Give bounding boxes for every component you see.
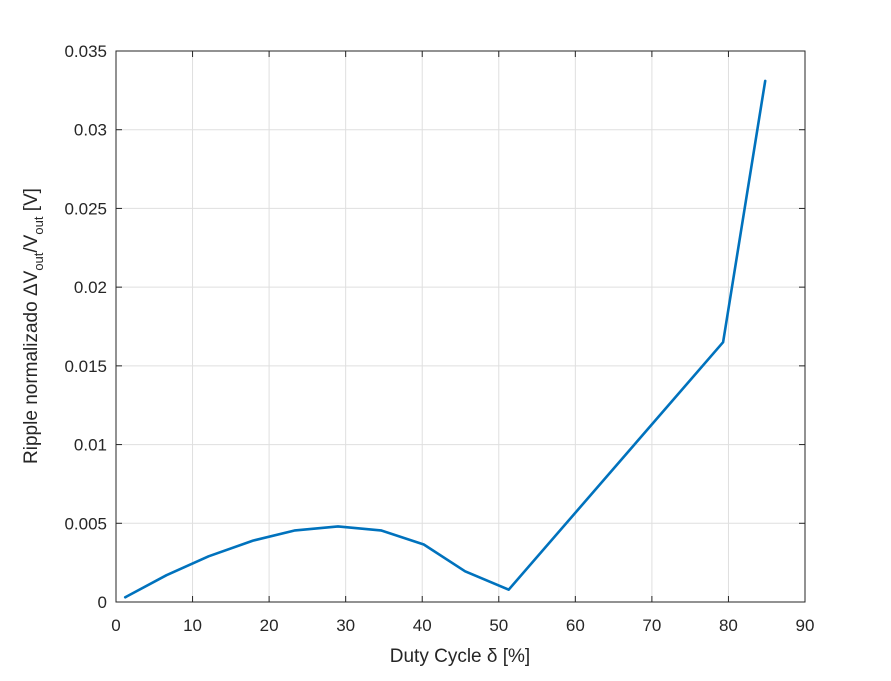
x-tick-label: 30: [336, 616, 355, 635]
y-tick-label: 0.005: [64, 514, 107, 533]
series-layer: [123, 79, 767, 599]
x-tick-label: 10: [183, 616, 202, 635]
plot-background: [116, 51, 805, 602]
y-tick-label: 0.01: [74, 436, 107, 455]
y-tick-label: 0: [98, 593, 107, 612]
plot-frame: [115, 50, 806, 603]
y-axis-label-sub1: out: [31, 252, 46, 270]
x-tick-labels: 0 10 20 30 40 50 60 70 80 90: [111, 616, 814, 635]
x-tick-label: 0: [111, 616, 120, 635]
x-tick-label: 60: [566, 616, 585, 635]
x-tick-label: 70: [642, 616, 661, 635]
y-axis-label-mid: /V: [21, 234, 42, 252]
y-axis-label-sub2: out: [31, 216, 46, 234]
y-tick-labels: 0 0.005 0.01 0.015 0.02 0.025 0.03 0.035: [64, 42, 107, 612]
y-tick-label: 0.025: [64, 199, 107, 218]
x-tick-label: 40: [413, 616, 432, 635]
axes: [115, 50, 806, 603]
y-axis-label: Ripple normalizado ΔVout/Vout [V]: [21, 188, 46, 464]
y-tick-label: 0.015: [64, 357, 107, 376]
y-tick-label: 0.03: [74, 121, 107, 140]
x-tick-label: 50: [489, 616, 508, 635]
y-axis-label-prefix: Ripple normalizado ΔV: [21, 270, 42, 464]
y-axis-label-suffix: [V]: [21, 188, 42, 217]
x-tick-label: 20: [260, 616, 279, 635]
series-line: [123, 79, 767, 599]
x-tick-label: 80: [719, 616, 738, 635]
y-tick-label: 0.02: [74, 278, 107, 297]
x-tick-label: 90: [796, 616, 815, 635]
tick-marks: [115, 50, 806, 603]
x-axis-label: Duty Cycle δ [%]: [390, 646, 530, 667]
y-tick-label: 0.035: [64, 42, 107, 61]
